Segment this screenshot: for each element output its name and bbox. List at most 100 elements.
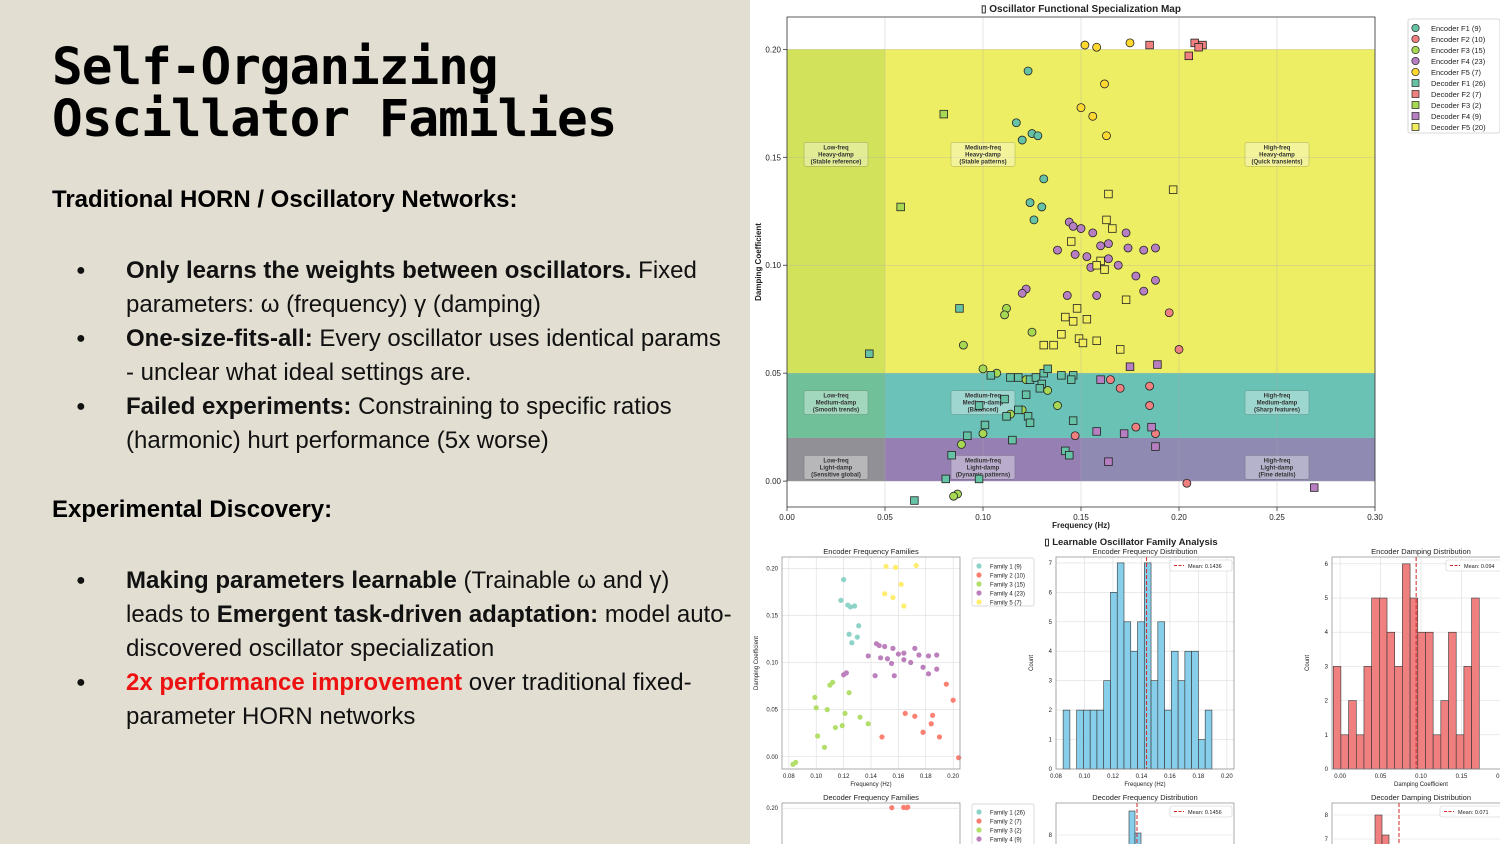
enc-scatter-frame bbox=[781, 556, 961, 770]
enc-scatter-point bbox=[902, 710, 908, 717]
bullet-bold: Making parameters learnable bbox=[126, 567, 457, 594]
enc-freq-hist-bar bbox=[1191, 650, 1199, 770]
decoder-point bbox=[1049, 340, 1058, 350]
decoder-point bbox=[1066, 237, 1076, 246]
decoder-point bbox=[1310, 483, 1319, 492]
decoder-point bbox=[947, 450, 956, 460]
enc-scatter-point bbox=[851, 603, 858, 609]
slide-text-panel: Self-Organizing Oscillator Families Trad… bbox=[0, 0, 750, 844]
encoder-point bbox=[1070, 431, 1080, 441]
encoder-point bbox=[1062, 291, 1072, 300]
decoder-point bbox=[1115, 345, 1125, 354]
enc-scatter-point bbox=[943, 681, 949, 687]
enc-scatter-point bbox=[901, 650, 907, 656]
enc-scatter-point bbox=[790, 761, 796, 767]
enc-freq-hist-tick-label-x: 0.16 bbox=[1164, 774, 1176, 780]
encoder-point bbox=[1102, 131, 1111, 141]
enc-freq-hist-bar bbox=[1164, 709, 1172, 770]
bullet-text: Constraining to specific ratios (harmoni… bbox=[126, 393, 672, 454]
bullet-glyph: ● bbox=[76, 398, 86, 415]
decoder-point bbox=[974, 474, 984, 484]
legend-label: Family 2 (7) bbox=[990, 820, 1022, 826]
main-tick-label-x: 0.00 bbox=[779, 513, 795, 522]
enc-freq-hist-tick-label-y: 3 bbox=[1049, 679, 1053, 685]
decoder-point bbox=[1168, 185, 1178, 194]
decoder-point bbox=[1066, 375, 1076, 384]
enc-scatter-point bbox=[821, 744, 828, 750]
bullet-text: model auto-discovered oscillator special… bbox=[126, 601, 732, 662]
encoder-point bbox=[1025, 198, 1035, 208]
encoder-point bbox=[1115, 383, 1125, 393]
enc-damp-hist-bar bbox=[1386, 631, 1396, 770]
enc-damp-hist-bar bbox=[1425, 631, 1434, 770]
dec-damp-hist-bar bbox=[1381, 834, 1390, 844]
annotation-text: (Sharp features) bbox=[1254, 408, 1300, 414]
enc-scatter-point bbox=[883, 563, 889, 570]
main-chart-title: ▯ Oscillator Functional Specialization M… bbox=[981, 4, 1181, 15]
bullet-glyph: ● bbox=[76, 572, 86, 589]
encoder-point bbox=[1139, 245, 1149, 255]
enc-damp-hist-title: Encoder Damping Distribution bbox=[1371, 547, 1471, 556]
encoder-point bbox=[1027, 327, 1037, 337]
encoder-point bbox=[1125, 38, 1135, 48]
decoder-point bbox=[1092, 336, 1101, 345]
enc-scatter-point bbox=[812, 694, 818, 700]
encoder-point bbox=[1082, 252, 1092, 262]
annotation-text: Low-freq bbox=[823, 394, 849, 400]
enc-scatter-point bbox=[865, 721, 871, 727]
enc-freq-hist-bar bbox=[1198, 739, 1206, 770]
enc-scatter-tick-label-x: 0.12 bbox=[838, 774, 850, 780]
annotation-text: Heavy-damp bbox=[818, 152, 854, 158]
enc-scatter-point bbox=[877, 655, 884, 661]
enc-damp-hist-bar bbox=[1371, 597, 1380, 770]
decoder-point bbox=[1043, 364, 1052, 374]
encoder-point bbox=[1092, 42, 1102, 52]
decoder-point bbox=[974, 401, 984, 410]
decoder-point bbox=[1072, 304, 1082, 313]
enc-scatter-tick-label-y: 0.05 bbox=[766, 708, 778, 714]
enc-freq-hist-tick-label-x: 0.08 bbox=[1050, 774, 1062, 780]
enc-freq-hist-bar bbox=[1184, 650, 1192, 770]
decoder-point bbox=[1057, 330, 1066, 339]
annotation-text: (Smooth trends) bbox=[813, 408, 859, 414]
annotation-text: (Quick transients) bbox=[1251, 159, 1302, 165]
legend-label: Decoder F4 (9) bbox=[1431, 112, 1482, 121]
bullet-bold: Failed experiments: bbox=[126, 393, 352, 420]
main-tick-label-y: 0.00 bbox=[765, 477, 781, 486]
enc-freq-hist-bar bbox=[1171, 650, 1179, 770]
decoder-point bbox=[1125, 362, 1135, 371]
decoder-point bbox=[980, 420, 990, 430]
bullet-item: ● Only learns the weights between oscilla… bbox=[52, 254, 732, 322]
dec-scatter-frame bbox=[781, 802, 961, 844]
enc-freq-hist-frame bbox=[1055, 556, 1235, 770]
legend-label: Family 2 (10) bbox=[990, 574, 1025, 580]
enc-scatter-point bbox=[882, 643, 888, 650]
section-heading-traditional: Traditional HORN / Oscillatory Networks: bbox=[52, 186, 518, 213]
decoder-point bbox=[896, 202, 905, 212]
decoder-point bbox=[1102, 215, 1111, 225]
bullet-glyph: ● bbox=[76, 330, 86, 347]
bullet-text: Every oscillator uses identical params -… bbox=[126, 325, 721, 386]
encoder-point bbox=[1011, 118, 1021, 128]
enc-freq-hist-tick-label-y: 5 bbox=[1049, 620, 1053, 626]
dec-freq-hist-legend bbox=[1169, 805, 1233, 818]
encoder-point bbox=[1113, 260, 1123, 270]
encoder-point bbox=[1174, 345, 1184, 354]
enc-scatter-tick-label-y: 0.00 bbox=[766, 755, 778, 761]
slide-title-line1: Self-Organizing bbox=[52, 38, 499, 97]
analysis-suptitle: ▯ Learnable Oscillator Family Analysis bbox=[1044, 537, 1217, 548]
enc-damp-hist-tick-label-y: 0 bbox=[1325, 767, 1329, 773]
legend-swatch bbox=[1411, 123, 1420, 131]
enc-freq-hist-xlabel: Frequency (Hz) bbox=[1124, 782, 1165, 788]
annotation-box bbox=[1244, 455, 1310, 480]
enc-damp-hist-tick-label-y: 6 bbox=[1325, 562, 1329, 568]
enc-scatter-point bbox=[846, 690, 852, 696]
main-tick-label-x: 0.20 bbox=[1171, 513, 1187, 522]
encoder-point bbox=[949, 491, 959, 501]
encoder-point bbox=[1017, 288, 1027, 298]
encoder-point bbox=[1145, 401, 1155, 410]
legend-label: Encoder F3 (15) bbox=[1431, 46, 1486, 55]
enc-scatter-tick-label-x: 0.08 bbox=[783, 774, 795, 780]
decoder-point bbox=[1031, 373, 1041, 382]
enc-freq-hist-tick-label-y: 1 bbox=[1049, 738, 1053, 744]
